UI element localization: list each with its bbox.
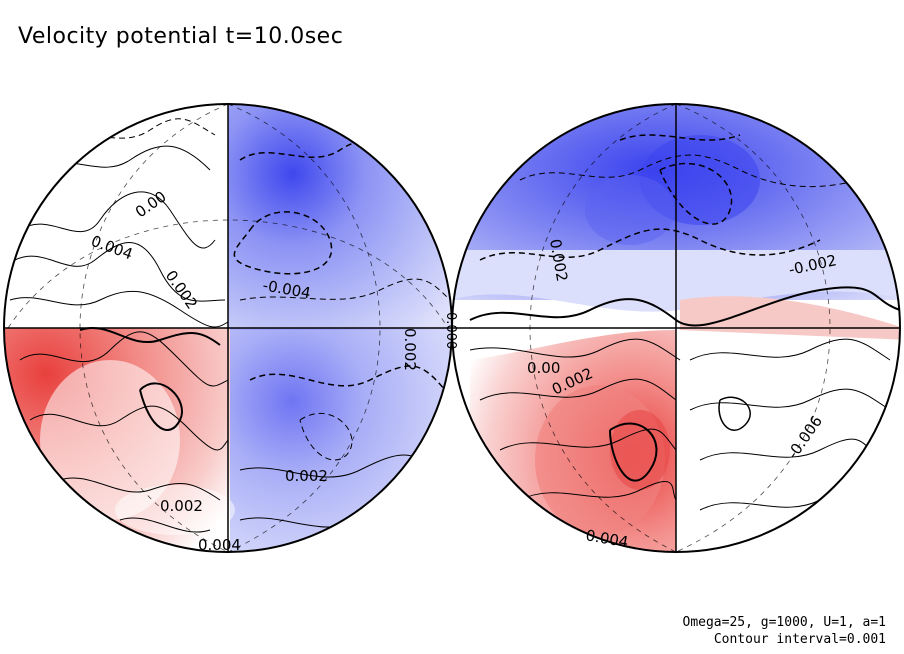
- contour-interval-line: Contour interval=0.001: [713, 632, 886, 647]
- right-hemisphere: [452, 104, 900, 552]
- contour-label: 0.004: [198, 536, 241, 554]
- plot-footer: Omega=25, g=1000, U=1, a=1 Contour inter…: [683, 614, 887, 648]
- contour-label: 0.000: [443, 312, 458, 349]
- contour-label: 0.002: [401, 328, 419, 371]
- left-hemisphere: [4, 104, 452, 552]
- contour-label: 0.002: [285, 467, 328, 485]
- contour-label: 0.002: [160, 497, 203, 515]
- right-hemisphere-outline: [451, 103, 901, 553]
- contour-label: 0.00: [527, 359, 560, 377]
- parameters-line: Omega=25, g=1000, U=1, a=1: [682, 615, 887, 630]
- plot-title: Velocity potential t=10.0sec: [18, 24, 344, 49]
